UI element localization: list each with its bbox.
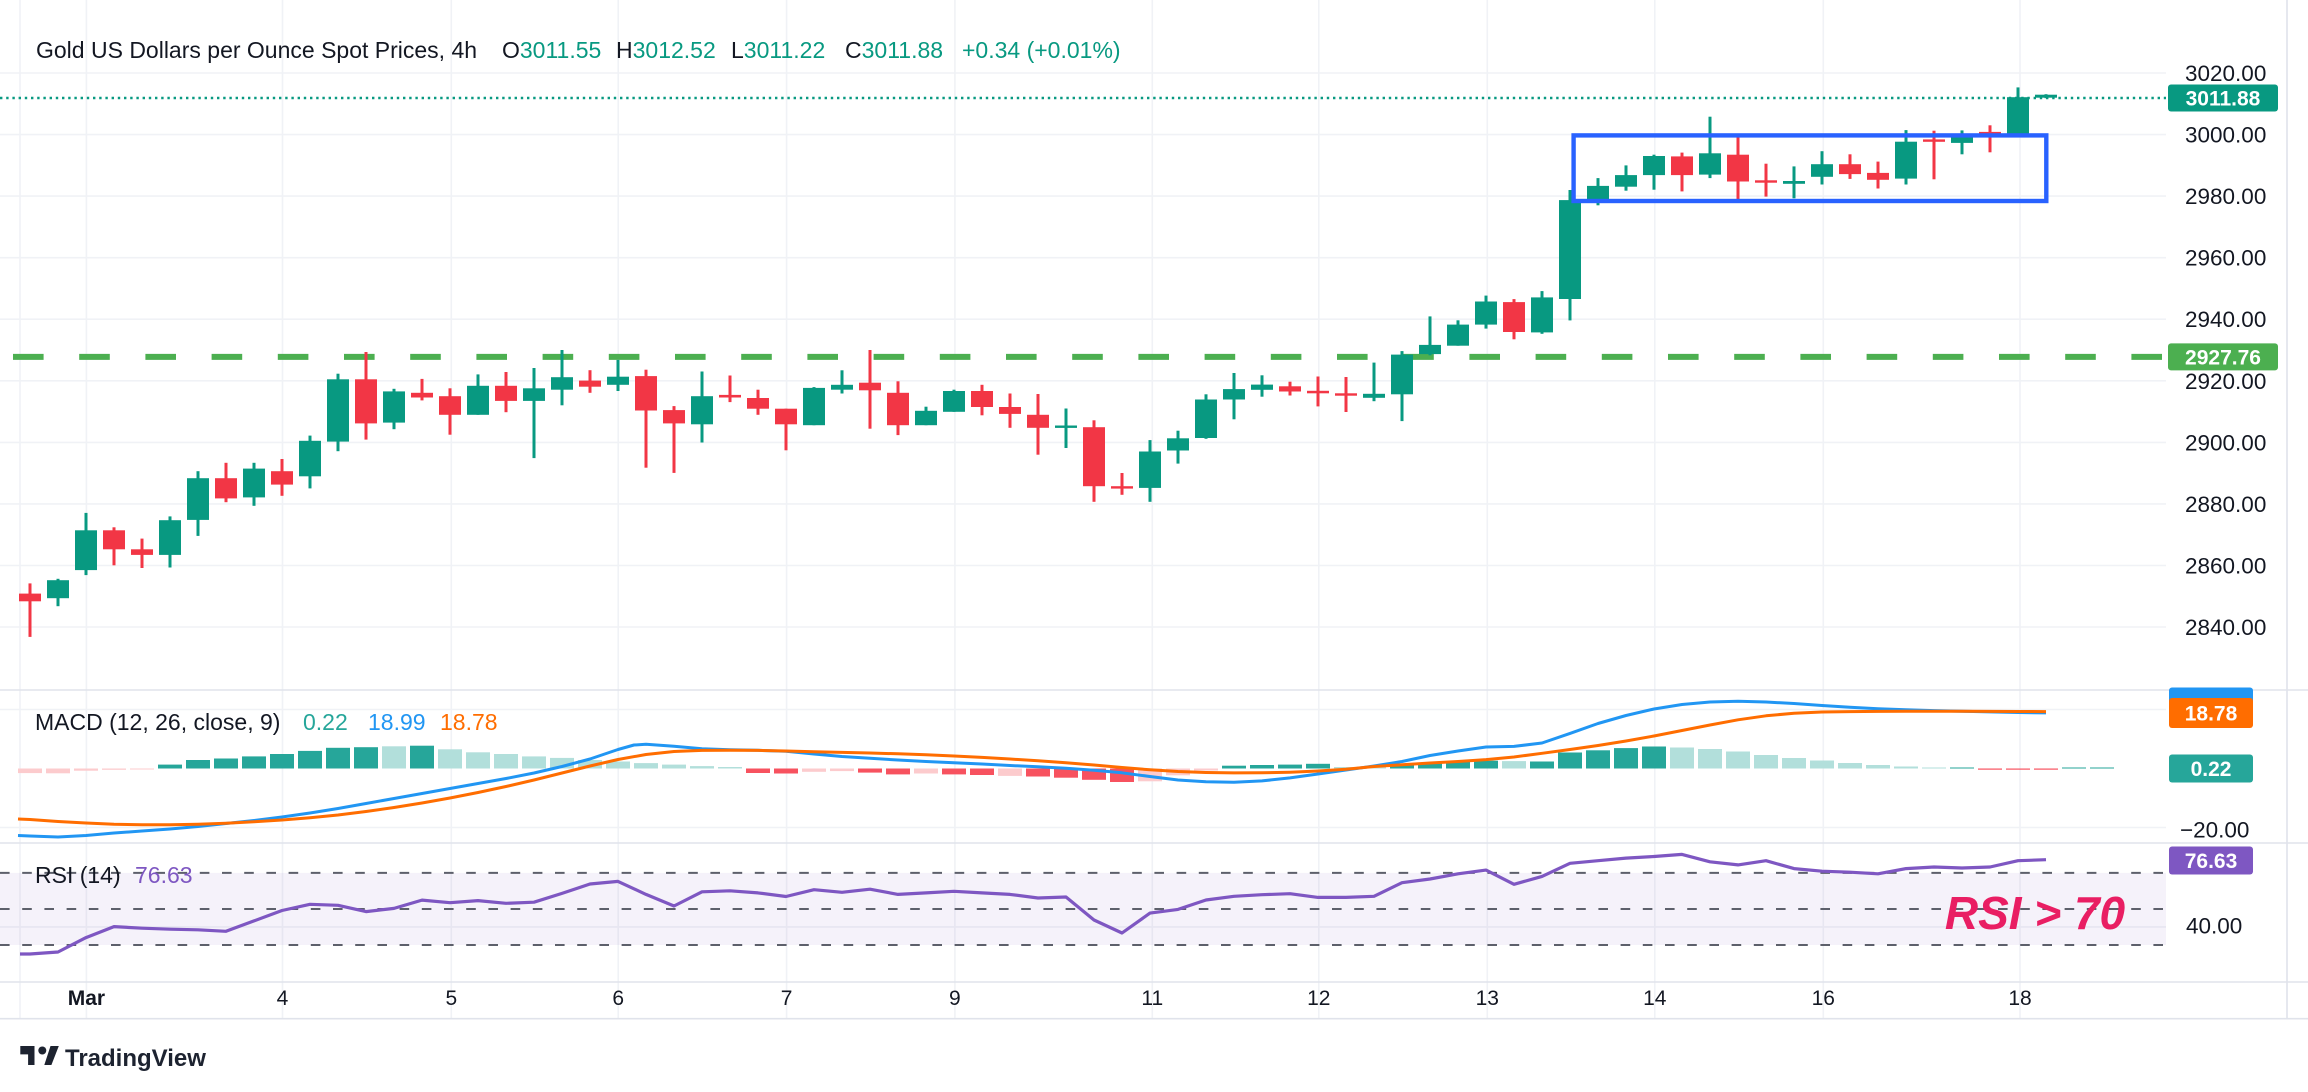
svg-text:3020.00: 3020.00 [2185, 61, 2266, 86]
svg-text:12: 12 [1307, 987, 1330, 1010]
svg-text:2980.00: 2980.00 [2185, 184, 2266, 209]
svg-text:4: 4 [277, 987, 289, 1010]
svg-text:2960.00: 2960.00 [2185, 246, 2266, 271]
svg-text:16: 16 [1812, 987, 1835, 1010]
svg-text:TradingView: TradingView [65, 1045, 206, 1072]
svg-text:Gold US Dollars per Ounce Spot: Gold US Dollars per Ounce Spot Prices, 4… [36, 37, 477, 63]
svg-text:H3012.52: H3012.52 [616, 37, 716, 63]
svg-text:O3011.55: O3011.55 [502, 37, 601, 63]
svg-text:0.22: 0.22 [2191, 758, 2232, 781]
svg-text:18.78: 18.78 [440, 709, 498, 735]
svg-text:RSI (14): RSI (14) [35, 862, 121, 888]
svg-text:2880.00: 2880.00 [2185, 492, 2266, 517]
svg-text:40.00: 40.00 [2186, 913, 2242, 938]
svg-text:5: 5 [445, 987, 457, 1010]
svg-text:13: 13 [1476, 987, 1499, 1010]
svg-text:7: 7 [781, 987, 793, 1010]
svg-text:3011.88: 3011.88 [2186, 88, 2261, 111]
svg-text:2927.76: 2927.76 [2185, 346, 2261, 369]
svg-text:C3011.88: C3011.88 [845, 37, 943, 63]
svg-text:2940.00: 2940.00 [2185, 307, 2266, 332]
svg-text:2920.00: 2920.00 [2185, 369, 2266, 394]
svg-text:2900.00: 2900.00 [2185, 430, 2266, 455]
svg-text:18.78: 18.78 [2185, 703, 2238, 726]
svg-text:RSI > 70: RSI > 70 [1945, 887, 2126, 939]
svg-text:6: 6 [612, 987, 624, 1010]
svg-text:18: 18 [2008, 987, 2031, 1010]
svg-text:MACD (12, 26, close, 9): MACD (12, 26, close, 9) [35, 709, 280, 735]
svg-text:+0.34 (+0.01%): +0.34 (+0.01%) [962, 37, 1121, 63]
svg-text:9: 9 [949, 987, 961, 1010]
svg-text:11: 11 [1141, 987, 1163, 1010]
svg-text:76.63: 76.63 [135, 862, 193, 888]
svg-text:76.63: 76.63 [2185, 850, 2238, 873]
svg-text:0.22: 0.22 [303, 709, 348, 735]
svg-text:18.99: 18.99 [368, 709, 426, 735]
svg-text:14: 14 [1643, 987, 1667, 1010]
svg-text:Mar: Mar [68, 987, 105, 1010]
svg-text:−20.00: −20.00 [2180, 818, 2249, 843]
svg-text:2840.00: 2840.00 [2185, 615, 2266, 640]
svg-text:L3011.22: L3011.22 [731, 37, 825, 63]
svg-text:3000.00: 3000.00 [2185, 123, 2266, 148]
svg-text:2860.00: 2860.00 [2185, 554, 2266, 579]
